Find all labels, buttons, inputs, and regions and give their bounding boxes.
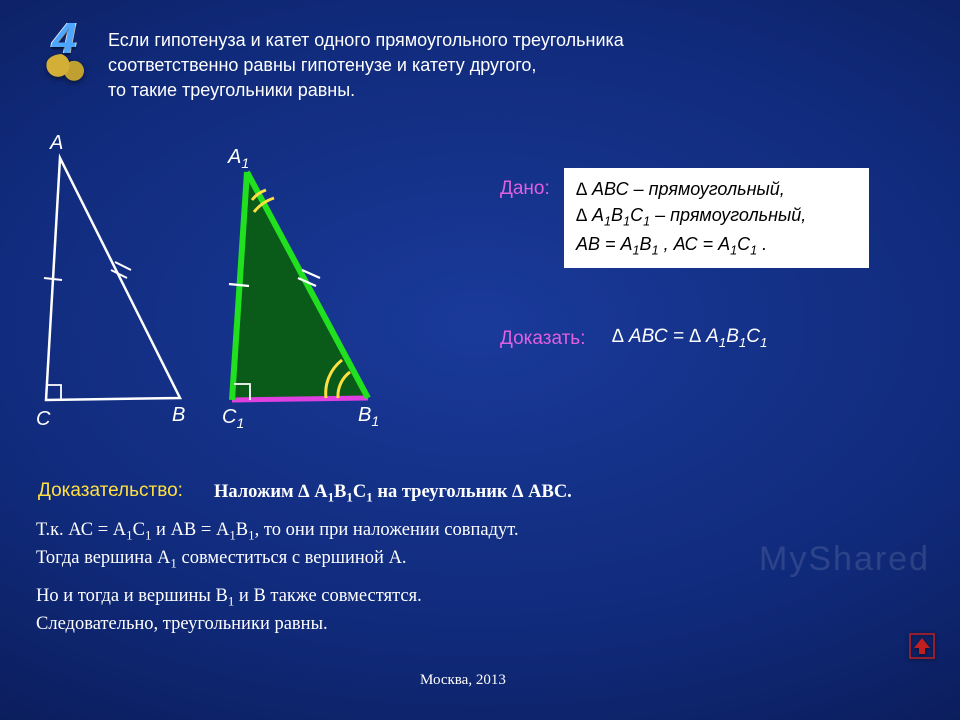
prove-expression: ∆ АВС = ∆ А1В1С1 (612, 326, 767, 350)
proof-p2: Т.к. АС = А1С1 и АВ = А1В1, то они при н… (36, 520, 519, 544)
footer-text: Москва, 2013 (420, 672, 506, 689)
vertex-A1: А1 (228, 146, 249, 171)
triangles-figure (0, 0, 420, 440)
given-box: ∆ АВС – прямоугольный, ∆ А1В1С1 – прямоу… (564, 168, 869, 268)
vertex-B1: В1 (358, 404, 379, 429)
vertex-A: А (50, 132, 63, 155)
proof-p4: Но и тогда и вершины В1 и В также совмес… (36, 586, 422, 610)
home-button[interactable] (908, 632, 936, 660)
vertex-C1: С1 (222, 406, 244, 431)
proof-p1: Наложим ∆ А1В1С1 на треугольник ∆ АВС. (214, 482, 572, 506)
prove-label: Доказать: (500, 328, 585, 350)
vertex-C: С (36, 408, 50, 431)
given-label: Дано: (500, 178, 550, 200)
proof-p5: Следовательно, треугольники равны. (36, 614, 328, 635)
given-line1: ∆ АВС – прямоугольный, (576, 176, 857, 202)
slide-content: 4 Если гипотенуза и катет одного прямоуг… (0, 0, 960, 720)
vertex-B: В (172, 404, 185, 427)
given-line3: АВ = А1В1 , АС = А1С1 . (576, 231, 857, 260)
watermark: MyShared (759, 540, 930, 579)
given-line2: ∆ А1В1С1 – прямоугольный, (576, 202, 857, 231)
proof-label: Доказательство: (38, 480, 183, 502)
proof-p3: Тогда вершина А1 совместиться с вершиной… (36, 548, 407, 572)
up-arrow-icon (909, 633, 935, 659)
